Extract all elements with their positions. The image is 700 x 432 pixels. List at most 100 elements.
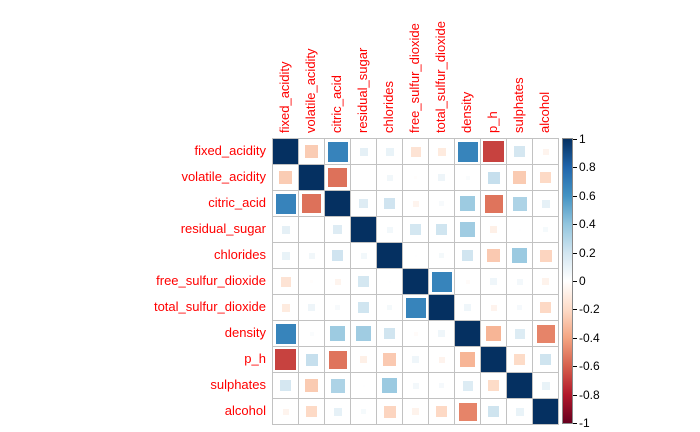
row-label-chlorides: chlorides [213, 247, 266, 262]
corr-cell-fixed_acidity-density [455, 139, 481, 165]
corr-cell-volatile_acidity-total_sulfur_dioxide [429, 165, 455, 191]
corr-cell-p_h-chlorides [377, 347, 403, 373]
corr-cell-free_sulfur_dioxide-density [455, 269, 481, 295]
corr-square [403, 269, 428, 294]
corr-square [281, 303, 290, 312]
corr-square [507, 373, 532, 398]
corr-cell-fixed_acidity-free_sulfur_dioxide [403, 139, 429, 165]
corr-cell-alcohol-chlorides [377, 399, 403, 425]
corr-cell-volatile_acidity-chlorides [377, 165, 403, 191]
corr-cell-p_h-fixed_acidity [273, 347, 299, 373]
corr-square [514, 354, 525, 365]
corr-cell-total_sulfur_dioxide-residual_sugar [351, 295, 377, 321]
legend-tick [573, 196, 577, 197]
corr-square [382, 378, 397, 393]
corr-cell-fixed_acidity-total_sulfur_dioxide [429, 139, 455, 165]
corr-square [333, 407, 342, 416]
corr-square [465, 279, 470, 284]
corr-cell-fixed_acidity-sulphates [507, 139, 533, 165]
corr-cell-residual_sugar-p_h [481, 217, 507, 243]
corr-square [517, 305, 522, 310]
corr-cell-p_h-density [455, 347, 481, 373]
corr-cell-sulphates-density [455, 373, 481, 399]
corr-cell-citric_acid-fixed_acidity [273, 191, 299, 217]
corr-square [439, 383, 444, 388]
corr-cell-p_h-volatile_acidity [299, 347, 325, 373]
legend-tick-label: 1 [579, 132, 586, 146]
corr-square [429, 295, 454, 320]
corr-square [362, 384, 365, 387]
corr-cell-total_sulfur_dioxide-sulphates [507, 295, 533, 321]
corr-square [540, 302, 551, 313]
corr-cell-volatile_acidity-residual_sugar [351, 165, 377, 191]
corr-cell-sulphates-chlorides [377, 373, 403, 399]
corr-square [358, 276, 369, 287]
corr-square [439, 201, 444, 206]
corr-square [308, 252, 315, 259]
corr-cell-density-free_sulfur_dioxide [403, 321, 429, 347]
corr-square [282, 408, 289, 415]
col-label-total_sulfur_dioxide: total_sulfur_dioxide [433, 20, 448, 133]
corr-cell-free_sulfur_dioxide-p_h [481, 269, 507, 295]
corr-cell-density-density [455, 321, 481, 347]
col-label-density: density [459, 91, 474, 133]
corr-cell-p_h-free_sulfur_dioxide [403, 347, 429, 373]
corr-cell-alcohol-sulphates [507, 399, 533, 425]
corr-cell-density-volatile_acidity [299, 321, 325, 347]
corr-square [515, 407, 524, 416]
corr-cell-p_h-total_sulfur_dioxide [429, 347, 455, 373]
corr-cell-alcohol-density [455, 399, 481, 425]
corr-cell-free_sulfur_dioxide-total_sulfur_dioxide [429, 269, 455, 295]
corr-square [330, 378, 345, 393]
corr-cell-chlorides-p_h [481, 243, 507, 269]
corr-cell-p_h-alcohol [533, 347, 559, 373]
corr-square [273, 139, 298, 164]
corr-square [488, 406, 499, 417]
corr-square [490, 226, 497, 233]
corr-cell-fixed_acidity-volatile_acidity [299, 139, 325, 165]
corr-cell-citric_acid-residual_sugar [351, 191, 377, 217]
row-label-alcohol: alcohol [224, 403, 266, 418]
corr-square [310, 280, 313, 283]
corr-square [384, 198, 395, 209]
corr-square [540, 354, 551, 365]
row-label-free_sulfur_dioxide: free_sulfur_dioxide [156, 273, 266, 288]
row-label-residual_sugar: residual_sugar [180, 221, 266, 236]
corr-cell-total_sulfur_dioxide-alcohol [533, 295, 559, 321]
corr-cell-volatile_acidity-volatile_acidity [299, 165, 325, 191]
row-label-p_h: p_h [244, 351, 266, 366]
corr-square [387, 305, 392, 310]
corr-cell-total_sulfur_dioxide-volatile_acidity [299, 295, 325, 321]
legend-tick-label: 0.4 [579, 217, 596, 231]
row-label-sulphates: sulphates [210, 377, 266, 392]
corr-cell-citric_acid-citric_acid [325, 191, 351, 217]
legend-tick [573, 309, 577, 310]
corr-cell-alcohol-p_h [481, 399, 507, 425]
corr-square [414, 176, 417, 179]
col-label-alcohol: alcohol [537, 91, 552, 133]
corr-square [305, 145, 318, 158]
corr-cell-fixed_acidity-p_h [481, 139, 507, 165]
corr-cell-citric_acid-volatile_acidity [299, 191, 325, 217]
corr-square [490, 278, 497, 285]
corr-square [438, 356, 445, 363]
corr-cell-residual_sugar-residual_sugar [351, 217, 377, 243]
corr-cell-sulphates-sulphates [507, 373, 533, 399]
corr-square [436, 224, 447, 235]
col-label-volatile_acidity: volatile_acidity [303, 48, 318, 133]
corr-square [275, 193, 296, 214]
corr-square [540, 172, 551, 183]
legend-tick-label: 0 [579, 274, 586, 288]
corr-cell-volatile_acidity-fixed_acidity [273, 165, 299, 191]
corr-cell-p_h-sulphates [507, 347, 533, 373]
col-label-residual_sugar: residual_sugar [355, 47, 370, 133]
corr-cell-total_sulfur_dioxide-free_sulfur_dioxide [403, 295, 429, 321]
corr-square [431, 271, 452, 292]
corr-cell-citric_acid-total_sulfur_dioxide [429, 191, 455, 217]
corr-cell-chlorides-chlorides [377, 243, 403, 269]
corr-square [410, 224, 421, 235]
corr-square [363, 177, 364, 178]
corr-cell-volatile_acidity-alcohol [533, 165, 559, 191]
corr-square [358, 302, 369, 313]
